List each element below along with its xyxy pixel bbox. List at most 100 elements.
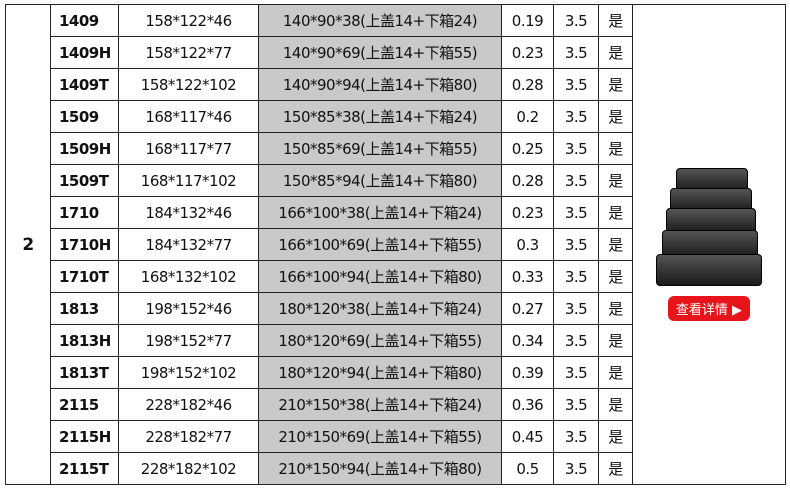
cell-flag: 是 bbox=[598, 228, 633, 261]
cell-outer: 228*182*102 bbox=[118, 452, 259, 485]
cell-flag: 是 bbox=[598, 452, 633, 485]
cell-flag: 是 bbox=[598, 356, 633, 389]
product-image-cell: 查看详情 ▶ bbox=[632, 4, 786, 485]
cell-inner: 166*100*69(上盖14+下箱55) bbox=[258, 228, 502, 261]
cell-model: 1710T bbox=[50, 260, 119, 293]
cell-flag: 是 bbox=[598, 292, 633, 325]
case-shape bbox=[662, 230, 758, 258]
cell-flag: 是 bbox=[598, 36, 633, 69]
cell-flag: 是 bbox=[598, 420, 633, 453]
cell-weight: 0.5 bbox=[501, 452, 554, 485]
table-row: 2 1409 158*122*46 140*90*38(上盖14+下箱24) 0.19 3… bbox=[5, 4, 786, 485]
cell-inner: 140*90*94(上盖14+下箱80) bbox=[258, 68, 502, 101]
cell-weight: 0.25 bbox=[501, 132, 554, 165]
table-row: 1710H 184*132*77 166*100*69(上盖14+下箱55) 0.3 3… bbox=[6, 228, 786, 261]
cell-model: 1509H bbox=[50, 132, 119, 165]
cell-weight: 0.3 bbox=[501, 228, 554, 261]
cell-load: 3.5 bbox=[553, 420, 599, 453]
cell-model: 1710 bbox=[50, 196, 119, 229]
table-row: 1710T 168*132*102 166*100*94(上盖14+下箱80) 0.3… bbox=[6, 260, 786, 293]
group-number: 2 bbox=[5, 4, 51, 485]
cell-flag: 是 bbox=[598, 324, 633, 357]
cell-weight: 0.28 bbox=[501, 164, 554, 197]
cell-outer: 228*182*77 bbox=[118, 420, 259, 453]
cell-outer: 184*132*77 bbox=[118, 228, 259, 261]
cell-inner: 210*150*94(上盖14+下箱80) bbox=[258, 452, 502, 485]
cell-inner: 166*100*94(上盖14+下箱80) bbox=[258, 260, 502, 293]
cell-inner: 210*150*69(上盖14+下箱55) bbox=[258, 420, 502, 453]
table-row: 1409H 158*122*77 140*90*69(上盖14+下箱55) 0.23 3… bbox=[6, 36, 786, 69]
cell-outer: 198*152*77 bbox=[118, 324, 259, 357]
cell-flag: 是 bbox=[598, 196, 633, 229]
cell-weight: 0.34 bbox=[501, 324, 554, 357]
cell-model: 2115 bbox=[50, 388, 119, 421]
cell-outer: 168*117*46 bbox=[118, 100, 259, 133]
cell-flag: 是 bbox=[598, 164, 633, 197]
table-row: 1813H 198*152*77 180*120*69(上盖14+下箱55) 0.34… bbox=[6, 324, 786, 357]
cell-load: 3.5 bbox=[553, 100, 599, 133]
cell-outer: 158*122*77 bbox=[118, 36, 259, 69]
cell-weight: 0.23 bbox=[501, 196, 554, 229]
cell-flag: 是 bbox=[598, 132, 633, 165]
cell-load: 3.5 bbox=[553, 196, 599, 229]
cell-inner: 180*120*69(上盖14+下箱55) bbox=[258, 324, 502, 357]
cell-model: 1509 bbox=[50, 100, 119, 133]
table-row: 2115H 228*182*77 210*150*69(上盖14+下箱55) 0.45… bbox=[6, 420, 786, 453]
cell-outer: 158*122*46 bbox=[118, 4, 259, 37]
cell-inner: 150*85*94(上盖14+下箱80) bbox=[258, 164, 502, 197]
cell-model: 1710H bbox=[50, 228, 119, 261]
table-row: 1509H 168*117*77 150*85*69(上盖14+下箱55) 0.25 3… bbox=[6, 132, 786, 165]
case-shape bbox=[656, 254, 762, 286]
cell-flag: 是 bbox=[598, 388, 633, 421]
cell-outer: 198*152*102 bbox=[118, 356, 259, 389]
cell-model: 1409 bbox=[50, 4, 119, 37]
view-details-button[interactable]: 查看详情 ▶ bbox=[667, 296, 751, 321]
cell-inner: 166*100*38(上盖14+下箱24) bbox=[258, 196, 502, 229]
cell-outer: 168*117*77 bbox=[118, 132, 259, 165]
cell-weight: 0.23 bbox=[501, 36, 554, 69]
cell-weight: 0.27 bbox=[501, 292, 554, 325]
cell-outer: 184*132*46 bbox=[118, 196, 259, 229]
cell-flag: 是 bbox=[598, 100, 633, 133]
cell-model: 2115T bbox=[50, 452, 119, 485]
cell-outer: 198*152*46 bbox=[118, 292, 259, 325]
cell-model: 1813H bbox=[50, 324, 119, 357]
product-cases-image bbox=[654, 168, 764, 288]
cell-model: 1813 bbox=[50, 292, 119, 325]
table-row: 1710 184*132*46 166*100*38(上盖14+下箱24) 0.23 3… bbox=[6, 196, 786, 229]
cell-inner: 150*85*38(上盖14+下箱24) bbox=[258, 100, 502, 133]
cell-weight: 0.36 bbox=[501, 388, 554, 421]
cell-load: 3.5 bbox=[553, 228, 599, 261]
cell-outer: 158*122*102 bbox=[118, 68, 259, 101]
cell-load: 3.5 bbox=[553, 356, 599, 389]
cell-model: 1813T bbox=[50, 356, 119, 389]
cell-weight: 0.2 bbox=[501, 100, 554, 133]
cell-weight: 0.45 bbox=[501, 420, 554, 453]
cell-outer: 168*132*102 bbox=[118, 260, 259, 293]
cell-outer: 168*117*102 bbox=[118, 164, 259, 197]
cell-model: 1509T bbox=[50, 164, 119, 197]
cell-model: 1409H bbox=[50, 36, 119, 69]
cell-flag: 是 bbox=[598, 260, 633, 293]
table-row: 1509T 168*117*102 150*85*94(上盖14+下箱80) 0.28… bbox=[6, 164, 786, 197]
cell-weight: 0.28 bbox=[501, 68, 554, 101]
cell-load: 3.5 bbox=[553, 36, 599, 69]
cell-load: 3.5 bbox=[553, 4, 599, 37]
cell-flag: 是 bbox=[598, 4, 633, 37]
cell-load: 3.5 bbox=[553, 164, 599, 197]
cell-load: 3.5 bbox=[553, 260, 599, 293]
cell-inner: 140*90*38(上盖14+下箱24) bbox=[258, 4, 502, 37]
cell-model: 1409T bbox=[50, 68, 119, 101]
cell-load: 3.5 bbox=[553, 132, 599, 165]
cell-weight: 0.33 bbox=[501, 260, 554, 293]
cell-flag: 是 bbox=[598, 68, 633, 101]
cell-inner: 150*85*69(上盖14+下箱55) bbox=[258, 132, 502, 165]
cell-load: 3.5 bbox=[553, 388, 599, 421]
cell-inner: 180*120*94(上盖14+下箱80) bbox=[258, 356, 502, 389]
cell-inner: 210*150*38(上盖14+下箱24) bbox=[258, 388, 502, 421]
cell-weight: 0.39 bbox=[501, 356, 554, 389]
table-row: 1409T 158*122*102 140*90*94(上盖14+下箱80) 0.28… bbox=[6, 68, 786, 101]
cell-load: 3.5 bbox=[553, 452, 599, 485]
table-row: 1813 198*152*46 180*120*38(上盖14+下箱24) 0.27 3… bbox=[6, 292, 786, 325]
cell-model: 2115H bbox=[50, 420, 119, 453]
